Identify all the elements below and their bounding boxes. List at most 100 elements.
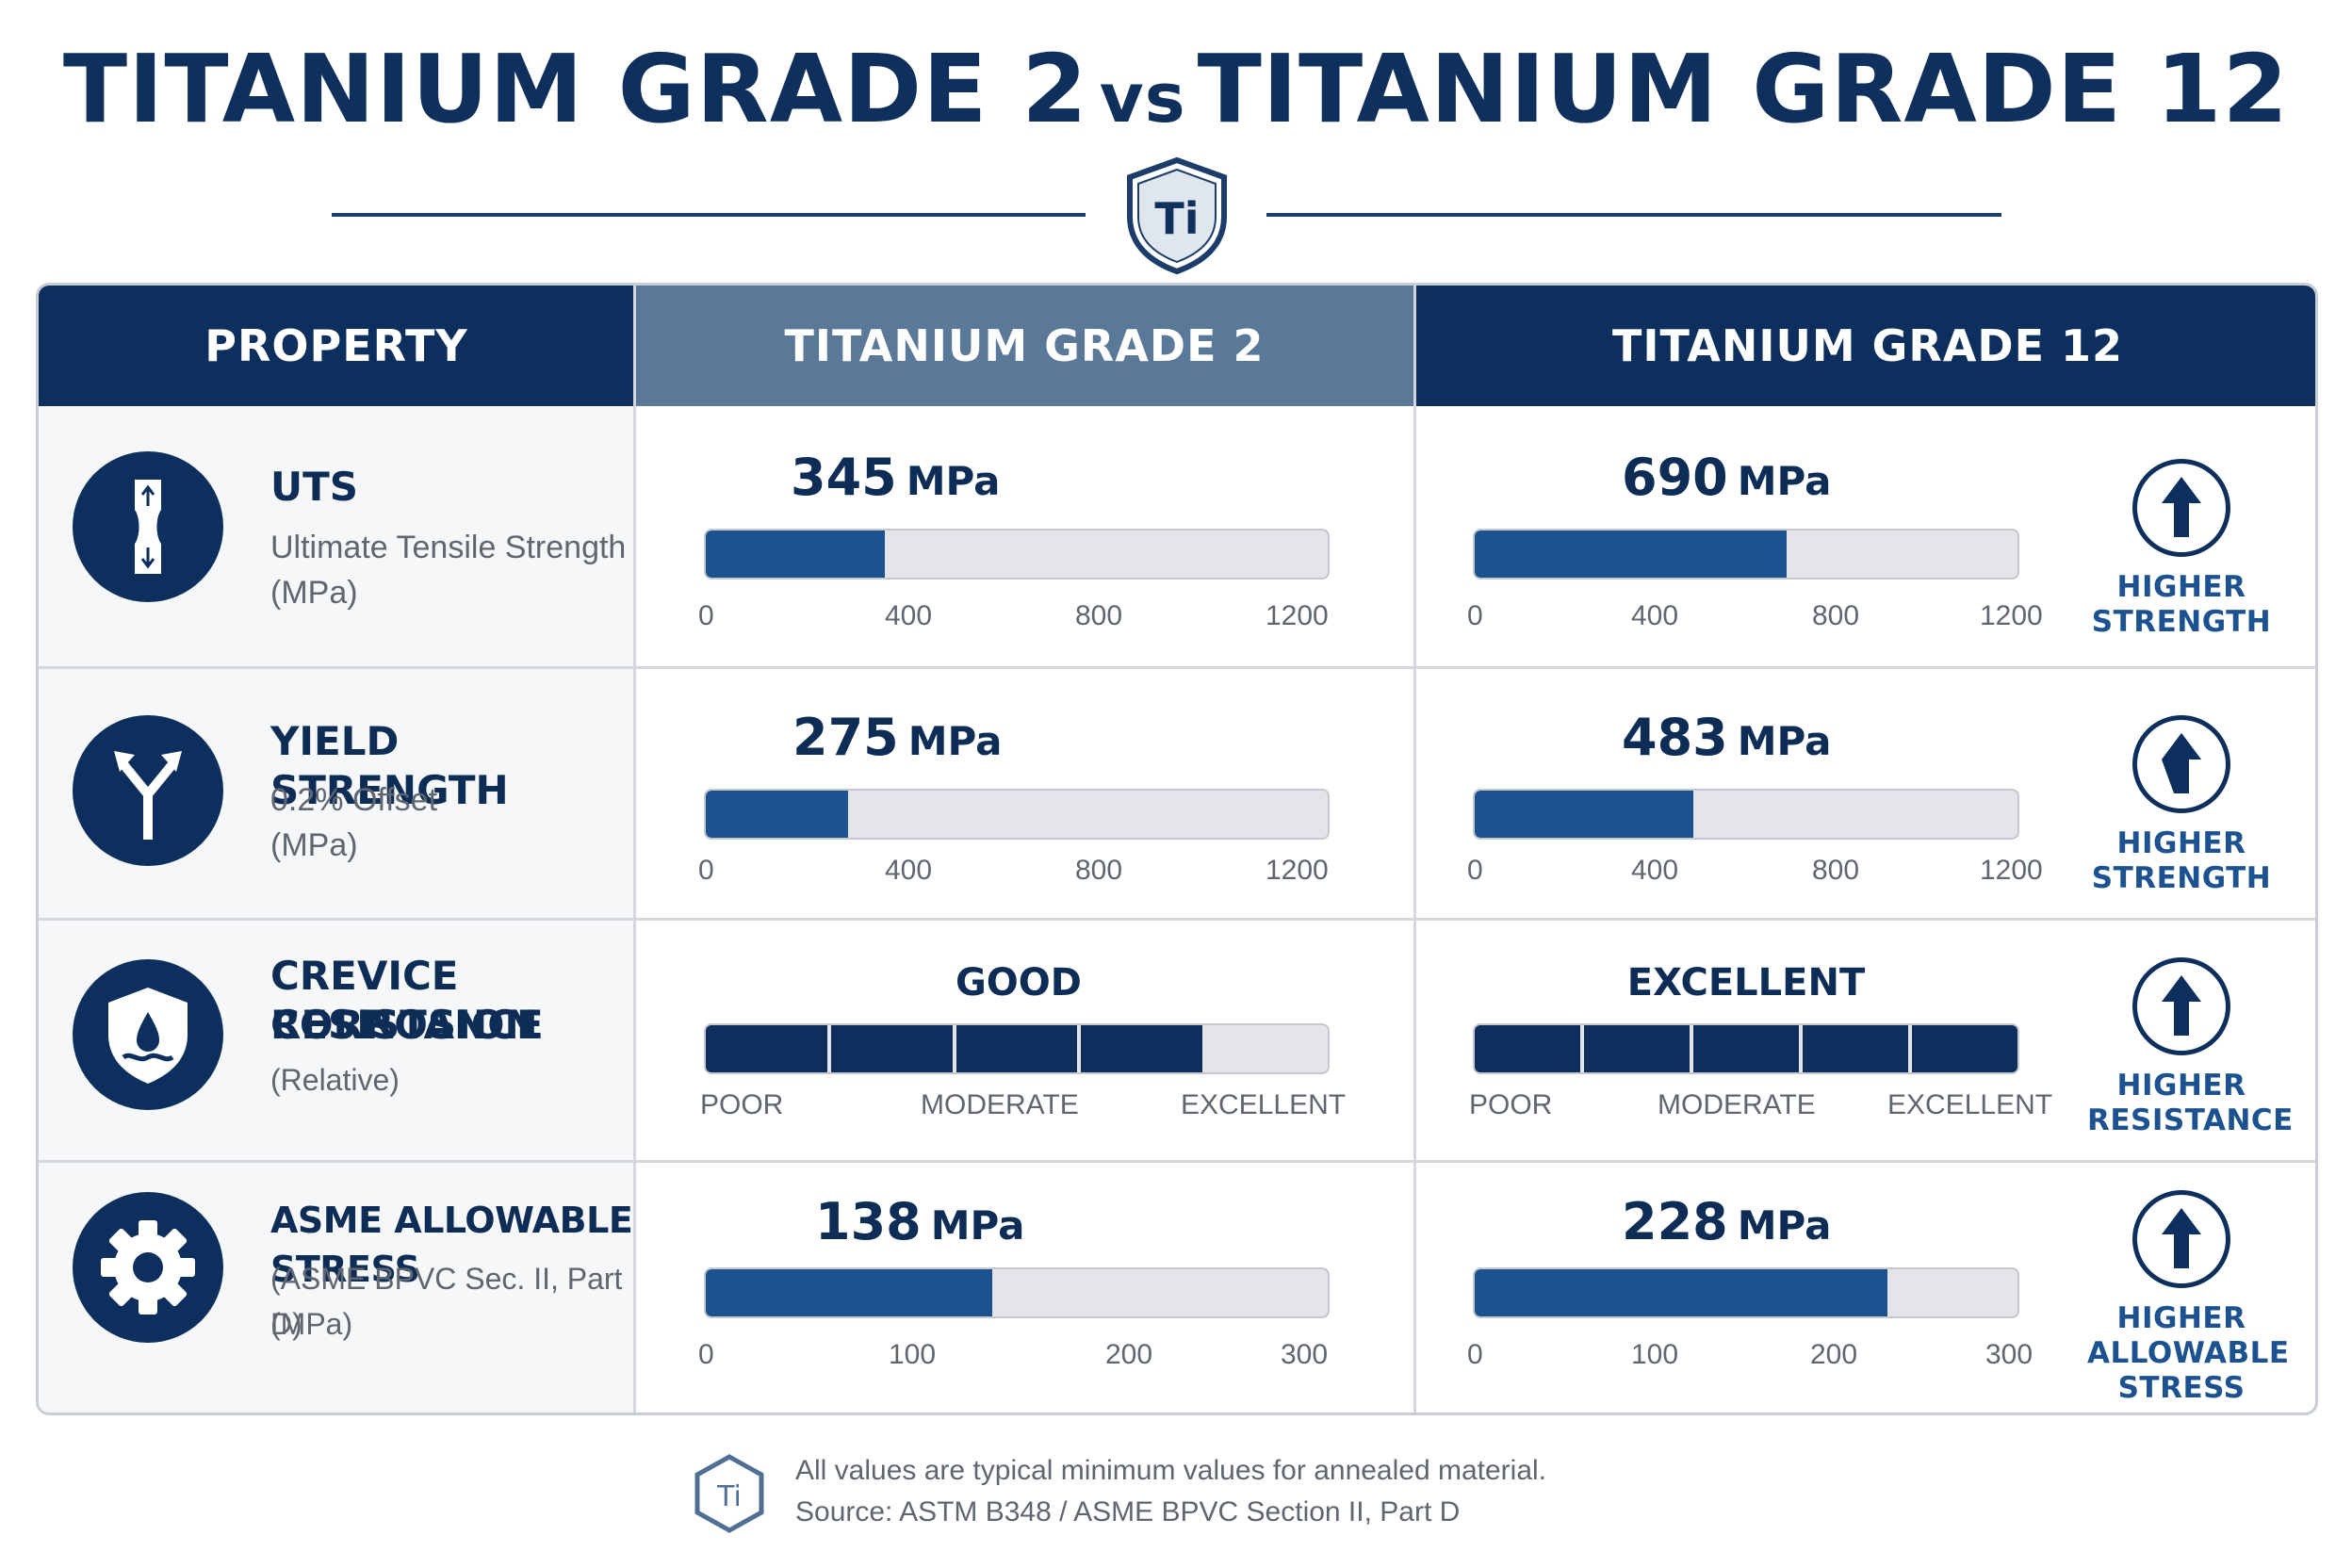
property-subtitle: Ultimate Tensile Strength <box>270 530 627 565</box>
g2-bar <box>706 531 885 578</box>
tick-label: 800 <box>1075 855 1123 886</box>
g12-bar <box>1475 531 1788 578</box>
crest-symbol: Ti <box>1154 193 1199 244</box>
property-unit: (MPa) <box>270 827 358 863</box>
shield-droplet-icon <box>73 959 223 1110</box>
tick-label: 0 <box>1467 855 1483 886</box>
tick-label: 100 <box>889 1339 937 1370</box>
title-grade2: TITANIUM GRADE 2 <box>62 34 1088 144</box>
rating-segment <box>956 1025 1078 1072</box>
rating-segment <box>706 1025 827 1072</box>
tick-label: 1200 <box>1266 855 1329 886</box>
tick-label: 400 <box>1631 600 1679 631</box>
gear-icon <box>73 1192 223 1343</box>
tick-label: 200 <box>1105 1339 1153 1370</box>
property-subtitle: (ASME BPVC Sec. II, Part D) <box>270 1262 623 1341</box>
column-divider <box>633 286 636 1413</box>
property-name: UTS <box>270 464 359 510</box>
g2-value-label: 275 MPa <box>792 708 1003 767</box>
header-grade12: TITANIUM GRADE 12 <box>1414 286 2315 406</box>
property-cell: UTS Ultimate Tensile Strength (MPa) <box>39 406 634 668</box>
higher-badge: HIGHER STRENGTH <box>2087 715 2276 896</box>
g2-bar <box>706 1269 992 1316</box>
footer-icon-symbol: Ti <box>716 1480 742 1513</box>
g12-bar-track <box>1473 529 2019 580</box>
footer-source: Source: ASTM B348 / ASME BPVC Section II… <box>795 1496 1461 1527</box>
row-divider <box>39 666 2315 669</box>
g12-rating-track <box>1473 1023 2019 1074</box>
yield-split-arrow-icon <box>73 715 223 866</box>
header-grade2: TITANIUM GRADE 2 <box>634 286 1414 406</box>
tick-label: 400 <box>885 855 933 886</box>
tick-label: 0 <box>698 855 714 886</box>
row-uts: UTS Ultimate Tensile Strength (MPa) 345 M… <box>39 406 2315 668</box>
row-divider <box>39 1160 2315 1163</box>
shield-ti-icon: Ti <box>1127 156 1227 275</box>
row-crevice-corrosion: CREVICE CORROSION RESISTANCE (Relative) … <box>39 920 2315 1162</box>
footer-note: All values are typical minimum values fo… <box>795 1455 1547 1486</box>
tick-label: 800 <box>1075 600 1123 631</box>
tick-label: 1200 <box>1266 600 1329 631</box>
tick-label: 100 <box>1631 1339 1679 1370</box>
column-divider <box>1413 286 1416 1413</box>
title-rule-left <box>332 213 1086 217</box>
property-name: CREVICE CORROSION <box>270 953 538 1048</box>
g2-rating-label: GOOD <box>955 961 1083 1004</box>
property-unit: (MPa) <box>270 575 358 611</box>
tick-label: 800 <box>1812 855 1860 886</box>
property-unit: (MPa) <box>270 1307 353 1341</box>
property-cell: CREVICE CORROSION RESISTANCE (Relative) <box>39 920 634 1162</box>
badge-line: ALLOWABLE <box>2087 1336 2290 1370</box>
tick-label: 1200 <box>1980 855 2043 886</box>
higher-badge: HIGHER ALLOWABLE STRESS <box>2087 1190 2290 1406</box>
rating-segment <box>1475 1025 1580 1072</box>
tick-label: EXCELLENT <box>1887 1089 2053 1120</box>
rating-segment <box>1584 1025 1690 1072</box>
tick-label: POOR <box>700 1089 784 1120</box>
g12-value-label: 228 MPa <box>1622 1192 1832 1251</box>
property-name: YIELD STRENGTH <box>270 718 509 813</box>
title-rule-right <box>1266 213 2001 217</box>
badge-line: STRENGTH <box>2091 861 2272 895</box>
g12-bar-track <box>1473 789 2019 840</box>
badge-line: HIGHER <box>2116 1301 2246 1335</box>
badge-line: STRESS <box>2117 1371 2246 1405</box>
row-yield-strength: YIELD STRENGTH 0.2% Offset (MPa) 275 MPa … <box>39 668 2315 920</box>
g2-bar-track <box>704 529 1330 580</box>
tick-label: EXCELLENT <box>1181 1089 1347 1120</box>
tick-label: 300 <box>1985 1339 2034 1370</box>
g12-bar <box>1475 791 1693 838</box>
tick-label: 400 <box>885 600 933 631</box>
badge-line: HIGHER <box>2116 826 2246 860</box>
rating-segment <box>1081 1025 1203 1072</box>
comparison-table: PROPERTY TITANIUM GRADE 2 TITANIUM GRADE… <box>36 283 2318 1415</box>
tick-label: 200 <box>1810 1339 1858 1370</box>
g2-rating-track <box>704 1023 1330 1074</box>
g2-value-label: 138 MPa <box>815 1192 1025 1251</box>
g2-bar <box>706 791 849 838</box>
tick-label: 300 <box>1281 1339 1329 1370</box>
title-vs: vs <box>1099 58 1186 138</box>
tick-label: MODERATE <box>1658 1089 1816 1120</box>
rating-segment <box>1693 1025 1799 1072</box>
tensile-specimen-icon <box>73 451 223 602</box>
tick-label: 0 <box>1467 1339 1483 1370</box>
badge-line: HIGHER <box>2116 1069 2246 1102</box>
tick-label: 400 <box>1631 855 1679 886</box>
higher-badge: HIGHER RESISTANCE <box>2087 957 2294 1138</box>
up-arrow-icon <box>2132 459 2230 557</box>
up-arrow-icon <box>2132 715 2230 813</box>
g12-rating-label: EXCELLENT <box>1626 961 1866 1004</box>
tick-label: POOR <box>1469 1089 1553 1120</box>
g12-bar <box>1475 1269 1887 1316</box>
rating-segment <box>1912 1025 2017 1072</box>
page-title: TITANIUM GRADE 2 vs TITANIUM GRADE 12 <box>0 34 2352 144</box>
rating-segment <box>830 1025 953 1072</box>
tick-label: 1200 <box>1980 600 2043 631</box>
ti-hexagon-icon: Ti <box>694 1454 764 1533</box>
g12-bar-track <box>1473 1267 2019 1318</box>
tick-label: 0 <box>698 600 714 631</box>
tick-label: 0 <box>1467 600 1483 631</box>
tick-label: 0 <box>698 1339 714 1370</box>
badge-line: RESISTANCE <box>2087 1103 2294 1137</box>
